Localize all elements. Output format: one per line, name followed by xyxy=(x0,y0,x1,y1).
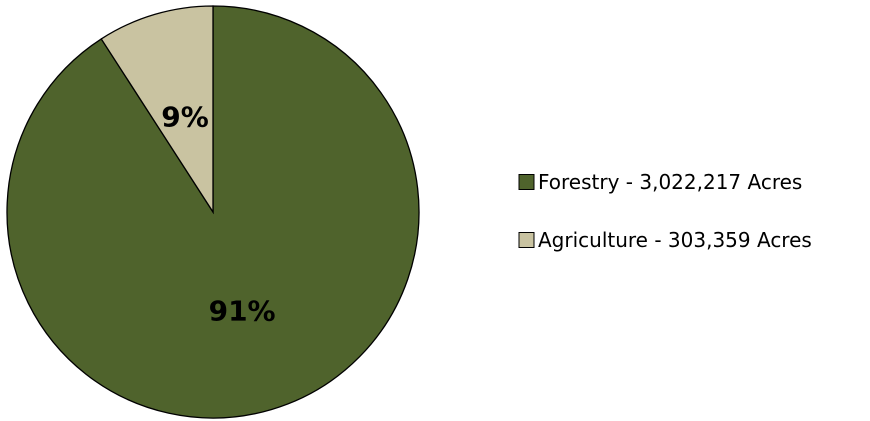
pie-slice-label-2: 9% xyxy=(161,101,209,134)
pie-slice-label-1: 91% xyxy=(209,294,276,327)
pie-slice-labels: 91% 9% xyxy=(161,101,275,328)
legend-swatch-2 xyxy=(518,232,535,248)
pie-slices xyxy=(6,5,420,419)
legend-label-1: Forestry - 3,022,217 Acres xyxy=(538,170,802,194)
legend-label-2: Agriculture - 303,359 Acres xyxy=(538,228,812,252)
legend: Forestry - 3,022,217 Acres Agriculture - … xyxy=(518,170,812,252)
legend-swatch-1 xyxy=(518,174,535,190)
pie-slice-2 xyxy=(100,5,214,215)
